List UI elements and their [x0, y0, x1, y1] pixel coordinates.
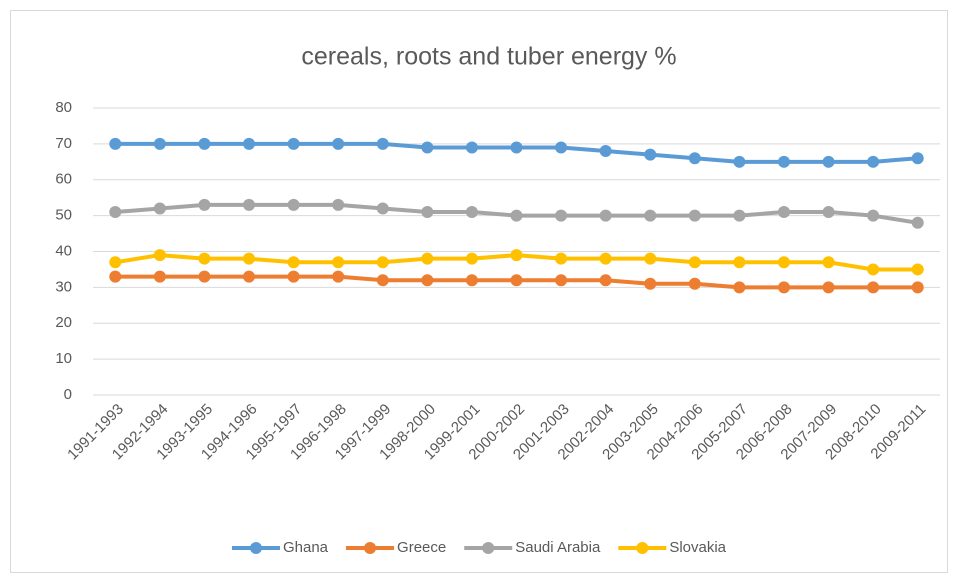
data-point	[911, 263, 924, 276]
data-point	[109, 206, 122, 219]
legend-marker	[482, 542, 495, 554]
data-point	[644, 277, 657, 290]
data-point	[867, 263, 880, 276]
data-point	[421, 274, 434, 287]
data-point	[777, 206, 790, 219]
legend-marker	[249, 542, 262, 554]
data-point	[376, 202, 389, 215]
y-tick-label: 0	[64, 386, 72, 403]
data-point	[153, 137, 166, 150]
data-point	[688, 209, 701, 222]
data-point	[644, 252, 657, 265]
data-point	[688, 256, 701, 269]
data-point	[867, 209, 880, 222]
data-point	[688, 277, 701, 290]
y-tick-label: 40	[55, 242, 72, 259]
legend-marker	[636, 542, 649, 554]
data-point	[733, 256, 746, 269]
data-point	[688, 152, 701, 165]
data-point	[555, 252, 568, 265]
data-point	[777, 281, 790, 294]
data-point	[555, 274, 568, 287]
data-point	[421, 141, 434, 154]
data-point	[421, 252, 434, 265]
legend-label: Ghana	[283, 539, 329, 556]
data-point	[911, 152, 924, 165]
data-point	[822, 281, 835, 294]
data-point	[510, 209, 523, 222]
data-point	[287, 137, 300, 150]
legend-label: Slovakia	[669, 539, 726, 556]
y-tick-label: 70	[55, 135, 72, 152]
data-point	[287, 270, 300, 283]
data-point	[332, 270, 345, 283]
y-tick-label: 60	[55, 171, 72, 188]
data-point	[599, 252, 612, 265]
data-point	[822, 256, 835, 269]
data-point	[555, 141, 568, 154]
data-point	[867, 281, 880, 294]
y-tick-label: 50	[55, 207, 72, 224]
data-point	[465, 206, 478, 219]
data-point	[555, 209, 568, 222]
data-point	[822, 155, 835, 168]
data-point	[599, 274, 612, 287]
data-point	[822, 206, 835, 219]
y-tick-label: 20	[55, 314, 72, 331]
data-point	[243, 252, 256, 265]
data-point	[332, 256, 345, 269]
data-point	[911, 281, 924, 294]
data-point	[243, 270, 256, 283]
data-point	[510, 274, 523, 287]
data-point	[198, 252, 211, 265]
data-point	[287, 256, 300, 269]
data-point	[777, 155, 790, 168]
data-point	[109, 137, 122, 150]
data-point	[599, 145, 612, 158]
y-tick-label: 80	[55, 99, 72, 116]
data-point	[465, 274, 478, 287]
data-point	[153, 270, 166, 283]
legend: Ghana Greece Saudi Arabia Slovakia	[231, 539, 727, 556]
data-point	[644, 209, 657, 222]
data-point	[599, 209, 612, 222]
data-point	[376, 274, 389, 287]
data-point	[777, 256, 790, 269]
data-point	[198, 270, 211, 283]
data-point	[733, 155, 746, 168]
data-point	[465, 252, 478, 265]
data-point	[376, 137, 389, 150]
data-point	[109, 256, 122, 269]
data-point	[153, 249, 166, 262]
data-point	[109, 270, 122, 283]
data-point	[287, 198, 300, 211]
data-point	[867, 155, 880, 168]
y-tick-label: 30	[55, 278, 72, 295]
legend-label: Saudi Arabia	[515, 539, 601, 556]
data-point	[644, 148, 657, 161]
data-point	[376, 256, 389, 269]
legend-label: Greece	[397, 539, 446, 556]
data-point	[332, 198, 345, 211]
data-point	[465, 141, 478, 154]
data-point	[911, 216, 924, 229]
data-point	[153, 202, 166, 215]
data-point	[733, 281, 746, 294]
legend-marker	[364, 542, 377, 554]
data-point	[510, 141, 523, 154]
data-point	[198, 137, 211, 150]
chart-frame	[10, 10, 948, 573]
data-point	[332, 137, 345, 150]
data-point	[421, 206, 434, 219]
data-point	[243, 198, 256, 211]
data-point	[198, 198, 211, 211]
data-point	[510, 249, 523, 262]
data-point	[243, 137, 256, 150]
chart-title: cereals, roots and tuber energy %	[301, 43, 676, 71]
data-point	[733, 209, 746, 222]
y-tick-label: 10	[55, 350, 72, 367]
